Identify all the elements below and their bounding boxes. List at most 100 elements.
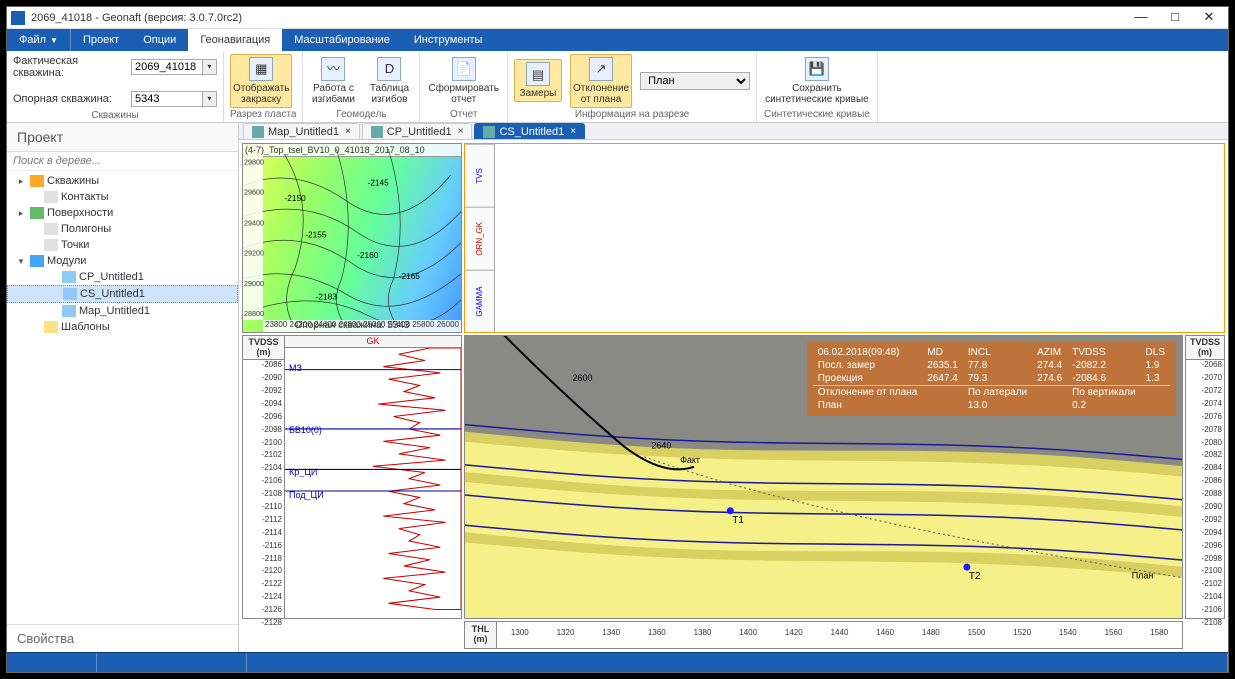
doc-icon — [371, 126, 383, 138]
tree-node[interactable]: Полигоны — [7, 221, 238, 237]
toggle-fill-label: Отображать закраску — [233, 83, 289, 105]
document-tabs: Map_Untitled1×CP_Untitled1× CS_Untitled1 × — [239, 123, 1228, 140]
ribbon-group-info: ▤ Замеры ↗ Отклонение от плана План Инфо… — [508, 51, 757, 122]
marker-label: МЗ — [289, 363, 302, 373]
tree-search-input[interactable] — [13, 155, 232, 167]
ribbon-tab[interactable]: Инструменты — [402, 29, 495, 51]
tree-search — [7, 152, 238, 171]
folder-icon — [30, 255, 44, 267]
file-menu-button[interactable]: Файл ▼ — [7, 29, 71, 51]
svg-text:T2: T2 — [969, 571, 981, 582]
ref-well-input[interactable] — [131, 91, 203, 107]
deviation-icon: ↗ — [589, 57, 613, 81]
workspace: Map_Untitled1×CP_Untitled1× CS_Untitled1 ×… — [239, 123, 1228, 652]
svg-text:2600: 2600 — [573, 373, 593, 383]
ref-well-dropdown[interactable]: ▾ — [203, 91, 217, 107]
folder-icon — [62, 271, 76, 283]
survey-info-overlay: 06.02.2018(09:48)MDINCLAZIMTVDSSDLSПосл.… — [807, 342, 1176, 416]
toggle-fill-button[interactable]: ▦ Отображать закраску — [230, 54, 292, 108]
folder-icon — [63, 288, 77, 300]
document-tab-label: CS_Untitled1 — [499, 126, 564, 138]
project-tree[interactable]: ▸Скважины Контакты ▸Поверхности Полигоны Точ… — [7, 171, 238, 624]
ribbon-group-label: Геомодель — [309, 108, 413, 122]
right-axis-header: TVDSS (m) — [1186, 336, 1224, 360]
tree-node[interactable]: ▾Модули — [7, 253, 238, 269]
ribbon-tab[interactable]: Геонавигация — [188, 29, 282, 51]
properties-header: Свойства — [7, 624, 238, 652]
surveys-icon: ▤ — [526, 62, 550, 86]
gk-track: GK МЗ БВ10(0) Кр_ЦИ Под_ЦИ — [285, 336, 461, 618]
document-tab[interactable]: CP_Untitled1× — [362, 123, 473, 139]
deviation-button[interactable]: ↗ Отклонение от плана — [570, 54, 632, 108]
maximize-button[interactable]: □ — [1160, 8, 1190, 28]
tree-node-label: Map_Untitled1 — [79, 305, 150, 317]
depth-panel[interactable]: Опорная скважина: 5343 TVDSS (m) -2086-2… — [242, 335, 462, 619]
fill-icon: ▦ — [249, 57, 273, 81]
log-track-headers: TVS ORN_GK GAMMA — [465, 144, 495, 332]
app-icon — [11, 11, 25, 25]
close-tab-icon[interactable]: × — [458, 126, 464, 137]
document-tab[interactable]: CS_Untitled1 × — [474, 123, 585, 139]
ribbon: Фактическая скважина: ▾ Опорная скважина… — [7, 51, 1228, 123]
map-panel[interactable]: (4-7)_Top_tsel_BV10_0_41018_2017_08_10 -… — [242, 143, 462, 333]
surveys-button[interactable]: ▤ Замеры — [514, 59, 562, 102]
tree-node-label: Шаблоны — [61, 321, 110, 333]
tree-node[interactable]: Контакты — [7, 189, 238, 205]
tree-node-label: Модули — [47, 255, 86, 267]
actual-well-dropdown[interactable]: ▾ — [203, 59, 217, 75]
tree-node-label: Полигоны — [61, 223, 111, 235]
gk-header: GK — [285, 336, 461, 348]
log-curves — [495, 144, 1224, 332]
ribbon-group-label: Скважины — [13, 109, 217, 123]
statusbar — [7, 652, 1228, 672]
tree-node[interactable]: ▸Поверхности — [7, 205, 238, 221]
close-tab-icon[interactable]: × — [345, 126, 351, 137]
ribbon-tab[interactable]: Опции — [131, 29, 188, 51]
tree-node[interactable]: CP_Untitled1 — [7, 269, 238, 285]
svg-text:-2145: -2145 — [368, 178, 390, 188]
doc-icon — [252, 126, 264, 138]
tree-node[interactable]: Map_Untitled1 — [7, 303, 238, 319]
deviation-label: Отклонение от плана — [573, 83, 629, 105]
log-panel[interactable]: TVS ORN_GK GAMMA — [464, 143, 1225, 333]
ribbon-group-label: Синтетические кривые — [763, 108, 871, 122]
folder-icon — [44, 191, 58, 203]
minimize-button[interactable]: — — [1126, 8, 1156, 28]
document-tab[interactable]: Map_Untitled1× — [243, 123, 360, 139]
save-synth-button[interactable]: 💾 Сохранить синтетические кривые — [763, 55, 871, 107]
marker-label: БВ10(0) — [289, 425, 322, 435]
tree-node[interactable]: ▸Скважины — [7, 173, 238, 189]
project-panel: Проект ▸СкважиныКонтакты▸ПоверхностиПоли… — [7, 123, 239, 652]
ribbon-group-label: Отчет — [426, 108, 501, 122]
tree-node[interactable]: CS_Untitled1 — [7, 285, 238, 303]
ref-well-row: Опорная скважина: ▾ — [13, 91, 217, 107]
caret-down-icon: ▼ — [50, 36, 58, 45]
map-contours: -2145-2155-2160-2165-2183-2150 — [243, 144, 461, 333]
ribbon-tabstrip: Файл ▼ ПроектОпцииГеонавигацияМасштабиро… — [7, 29, 1228, 51]
tree-node[interactable]: Шаблоны — [7, 319, 238, 335]
folder-icon — [44, 223, 58, 235]
tree-node-label: Контакты — [61, 191, 109, 203]
cross-section[interactable]: T1T226002640ФактПлан 06.02.2018(09:48)MD… — [464, 335, 1183, 619]
make-report-button[interactable]: 📄 Сформировать отчет — [426, 55, 501, 107]
actual-well-input[interactable] — [131, 59, 203, 75]
svg-text:-2165: -2165 — [399, 271, 421, 281]
close-tab-icon[interactable]: × — [570, 126, 576, 137]
marker-label: Кр_ЦИ — [289, 467, 317, 477]
bends-button[interactable]: 〰 Работа с изгибами — [309, 55, 357, 107]
plan-select[interactable]: План — [640, 72, 750, 90]
folder-icon — [30, 175, 44, 187]
actual-well-row: Фактическая скважина: ▾ — [13, 55, 217, 79]
ribbon-tab[interactable]: Проект — [71, 29, 131, 51]
tree-node-label: Скважины — [47, 175, 99, 187]
folder-icon — [44, 239, 58, 251]
folder-icon — [62, 305, 76, 317]
marker-label: Под_ЦИ — [289, 490, 324, 500]
ribbon-tab[interactable]: Масштабирование — [282, 29, 402, 51]
tree-node-label: Точки — [61, 239, 89, 251]
tree-node[interactable]: Точки — [7, 237, 238, 253]
tree-node-label: CP_Untitled1 — [79, 271, 144, 283]
close-button[interactable]: ✕ — [1194, 8, 1224, 28]
bends-table-button[interactable]: D Таблица изгибов — [365, 55, 413, 107]
make-report-label: Сформировать отчет — [428, 83, 499, 105]
